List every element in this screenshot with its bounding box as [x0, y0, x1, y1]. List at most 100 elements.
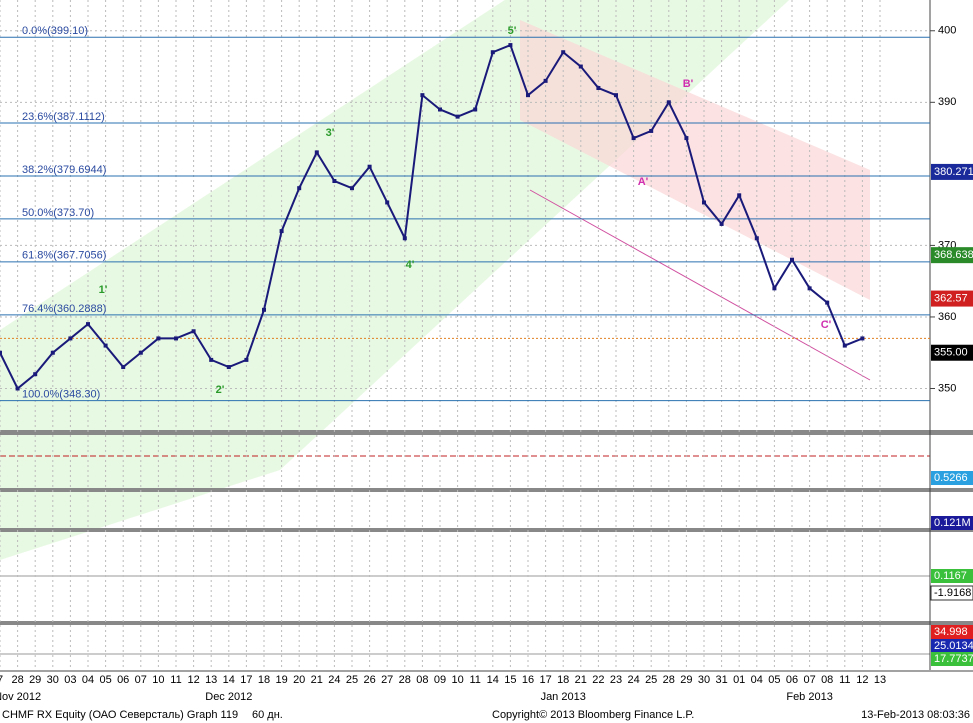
wave-label: 1'	[99, 284, 108, 296]
panel-separator	[0, 528, 973, 532]
panel-tag	[931, 471, 973, 485]
x-tick-label: 29	[29, 674, 41, 686]
fib-label: 61.8%(367.7056)	[22, 250, 106, 262]
price-line	[0, 43, 863, 391]
x-tick-label: 20	[293, 674, 305, 686]
price-tag-label: 380.2715	[934, 166, 973, 178]
price-bar	[860, 336, 865, 341]
price-tag	[931, 247, 973, 264]
price-tag	[931, 290, 973, 307]
wave-label: A'	[638, 176, 649, 188]
y-tick-label: 350	[938, 382, 956, 394]
panel-tag	[930, 585, 973, 601]
x-tick-label: 24	[328, 674, 340, 686]
fib-label: 50.0%(373.70)	[22, 207, 94, 219]
price-bar	[297, 186, 302, 191]
x-tick-label: 21	[311, 674, 323, 686]
x-tick-label: 21	[575, 674, 587, 686]
month-label: Feb 2013	[786, 691, 832, 703]
panel-separator	[0, 621, 973, 625]
panel-tag-label: 17.7737	[934, 653, 973, 665]
x-tick-label: 28	[663, 674, 675, 686]
x-tick-label: 28	[399, 674, 411, 686]
x-tick-label: 31	[715, 674, 727, 686]
x-tick-label: 03	[64, 674, 76, 686]
x-tick-label: 25	[346, 674, 358, 686]
wave-label: 2'	[216, 384, 225, 396]
x-tick-label: 14	[223, 674, 235, 686]
x-tick-label: 29	[680, 674, 692, 686]
x-tick-label: 11	[469, 674, 480, 686]
price-tag-label: 368.638	[934, 249, 973, 261]
x-tick-label: 12	[856, 674, 868, 686]
price-bar	[631, 136, 636, 141]
footer-copyright: Copyright© 2013 Bloomberg Finance L.P.	[492, 709, 694, 721]
price-bar	[719, 221, 724, 226]
price-bar	[332, 179, 337, 184]
fib-label: 76.4%(360.2888)	[22, 303, 106, 315]
x-tick-label: 22	[592, 674, 604, 686]
x-tick-label: 16	[522, 674, 534, 686]
price-bar	[0, 350, 2, 355]
price-bar	[121, 365, 126, 370]
price-bar	[438, 107, 442, 112]
x-tick-label: 13	[205, 674, 217, 686]
price-tag	[931, 344, 973, 361]
fib-label: 38.2%(379.6944)	[22, 164, 106, 176]
panel-tag	[931, 625, 973, 639]
x-tick-label: 30	[698, 674, 710, 686]
price-bar	[543, 78, 548, 83]
x-tick-label: 17	[539, 674, 551, 686]
x-tick-label: 06	[786, 674, 798, 686]
x-tick-label: 07	[135, 674, 147, 686]
x-tick-label: 12	[187, 674, 199, 686]
price-bar	[209, 357, 214, 362]
x-tick-label: 28	[11, 674, 23, 686]
x-tick-label: 04	[751, 674, 763, 686]
price-bar	[226, 365, 231, 370]
panel-tag-label: 25.0134	[934, 640, 973, 652]
x-tick-label: 07	[803, 674, 815, 686]
price-bar	[526, 93, 530, 98]
panel-tag-label: 0.5266	[934, 472, 968, 484]
price-bar	[473, 107, 478, 112]
x-tick-label: 30	[47, 674, 59, 686]
price-bar	[754, 236, 759, 241]
price-bar	[33, 372, 38, 377]
panel-separator	[0, 488, 973, 492]
price-tag-label: 362.57	[934, 292, 968, 304]
x-tick-label: 26	[363, 674, 375, 686]
x-tick-label: 15	[504, 674, 516, 686]
x-tick-label: 18	[258, 674, 270, 686]
x-tick-label: 08	[821, 674, 833, 686]
month-label: Jan 2013	[541, 691, 586, 703]
x-tick-label: 10	[152, 674, 164, 686]
price-bar	[385, 200, 390, 205]
footer-title: CHMF RX Equity (ОАО Северсталь) Graph 11…	[2, 709, 238, 721]
x-tick-label: 24	[627, 674, 639, 686]
panel-tag-label: 0.121M	[934, 517, 971, 529]
x-tick-label: 18	[557, 674, 569, 686]
price-bar	[86, 322, 90, 327]
price-bar	[596, 86, 601, 91]
price-bar	[508, 43, 513, 48]
x-tick-label: 25	[645, 674, 657, 686]
panel-tag	[931, 569, 973, 583]
price-bar	[842, 343, 847, 348]
price-bar	[244, 357, 249, 362]
price-bar	[578, 64, 583, 69]
price-bar	[614, 93, 618, 98]
y-tick-label: 360	[938, 311, 956, 323]
price-bar	[15, 386, 20, 391]
panel-tag	[931, 516, 973, 530]
price-bar	[103, 343, 108, 348]
price-bar	[68, 336, 73, 341]
price-bar	[666, 100, 671, 105]
wave-label: C'	[821, 319, 832, 331]
x-tick-label: 09	[434, 674, 446, 686]
x-tick-label: 19	[275, 674, 287, 686]
x-tick-label: 04	[82, 674, 94, 686]
price-bar	[314, 150, 319, 155]
fib-label: 100.0%(348.30)	[22, 389, 100, 401]
wave-label: B'	[683, 78, 694, 90]
